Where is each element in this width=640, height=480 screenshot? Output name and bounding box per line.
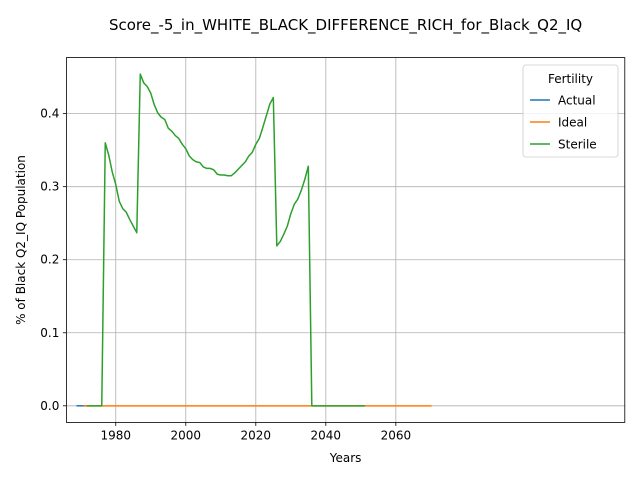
y-tick-label: 0.3 [40,180,59,194]
x-tick-label: 2060 [381,428,412,442]
legend-title: Fertility [548,72,593,86]
x-tick-label: 2020 [241,428,272,442]
x-tick-label: 2040 [311,428,342,442]
legend-label-ideal: Ideal [558,116,587,130]
series-lines [76,73,432,407]
legend: Fertility Actual Ideal Sterile [522,64,619,158]
legend-label-sterile: Sterile [558,138,597,152]
x-axis-label: Years [329,451,362,465]
x-tick-label: 2000 [171,428,202,442]
chart-title: Score_-5_in_WHITE_BLACK_DIFFERENCE_RICH_… [109,16,582,35]
y-tick-label: 0.4 [40,107,59,121]
axis-ticks: 1980 2000 2020 2040 2060 0.0 0.1 0.2 0.3 0.4 [40,107,411,443]
legend-box [522,64,619,158]
y-tick-label: 0.0 [40,399,59,413]
series-line-sterile [87,73,366,407]
legend-label-actual: Actual [558,94,596,108]
y-tick-label: 0.2 [40,253,59,267]
plot-frame [66,57,626,423]
y-tick-label: 0.1 [40,326,59,340]
x-tick-label: 1980 [100,428,131,442]
y-axis-label: % of Black Q2_IQ Population [14,155,28,325]
